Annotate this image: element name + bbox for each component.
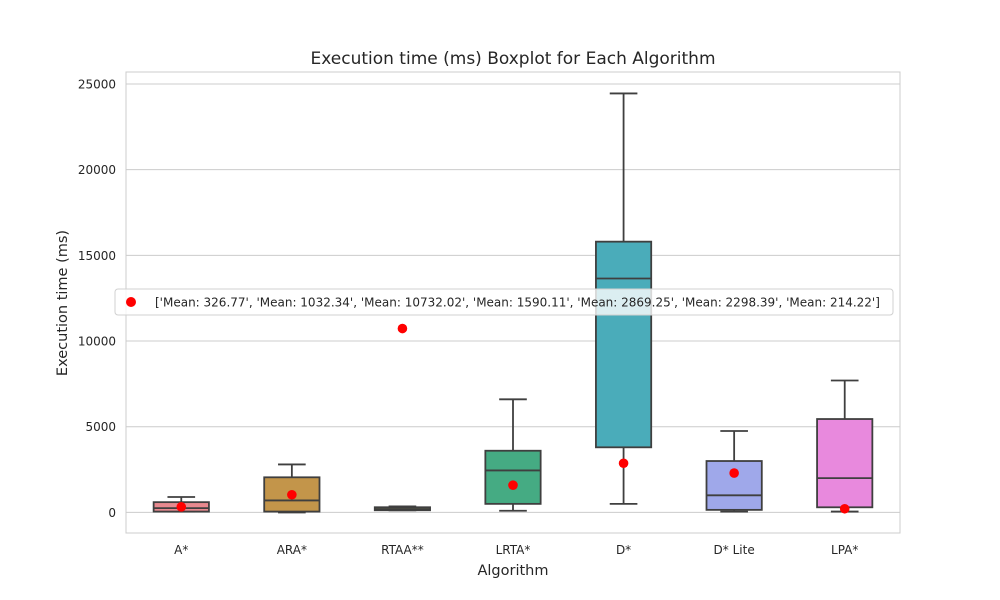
y-tick-label: 5000 bbox=[85, 420, 116, 434]
chart-title: Execution time (ms) Boxplot for Each Alg… bbox=[310, 49, 715, 69]
mean-marker bbox=[839, 503, 850, 514]
legend-mean-marker bbox=[126, 297, 136, 307]
mean-marker bbox=[287, 489, 297, 500]
y-tick-label: 15000 bbox=[78, 249, 116, 263]
legend-entry-text: ['Mean: 326.77', 'Mean: 1032.34', 'Mean:… bbox=[155, 296, 880, 310]
legend: ['Mean: 326.77', 'Mean: 1032.34', 'Mean:… bbox=[114, 288, 894, 316]
y-tick-label: 10000 bbox=[78, 335, 116, 349]
mean-marker bbox=[176, 502, 187, 512]
box-body bbox=[484, 449, 542, 505]
y-tick-label: 25000 bbox=[78, 77, 116, 91]
mean-marker bbox=[397, 323, 408, 334]
box-series bbox=[152, 92, 874, 514]
box bbox=[373, 505, 431, 512]
x-tick-label: LPA* bbox=[831, 543, 858, 557]
mean-marker bbox=[729, 468, 739, 478]
mean-markers bbox=[176, 323, 850, 514]
x-tick-label: D* Lite bbox=[714, 543, 755, 557]
y-axis-label: Execution time (ms) bbox=[55, 230, 71, 376]
x-tick-label: D* bbox=[616, 543, 631, 557]
mean-marker bbox=[618, 458, 629, 469]
x-tick-label: LRTA* bbox=[496, 543, 531, 557]
box-body bbox=[595, 240, 653, 449]
x-axis-label: Algorithm bbox=[477, 563, 548, 579]
box bbox=[816, 379, 874, 513]
y-tick-label: 20000 bbox=[78, 163, 116, 177]
x-tick-label: A* bbox=[174, 543, 188, 557]
x-tick-label: ARA* bbox=[277, 543, 307, 557]
y-tick-label: 0 bbox=[108, 506, 116, 520]
x-axis-ticks: A* ARA* RTAA** LRTA* D* D* Lite LPA* bbox=[174, 543, 858, 557]
box bbox=[484, 398, 542, 512]
x-tick-label: RTAA** bbox=[381, 543, 424, 557]
y-axis-ticks: 0 5000 10000 15000 20000 25000 bbox=[78, 77, 116, 519]
box-body bbox=[816, 418, 874, 509]
legend-frame bbox=[114, 288, 894, 316]
box bbox=[595, 92, 653, 505]
mean-marker bbox=[508, 480, 518, 490]
